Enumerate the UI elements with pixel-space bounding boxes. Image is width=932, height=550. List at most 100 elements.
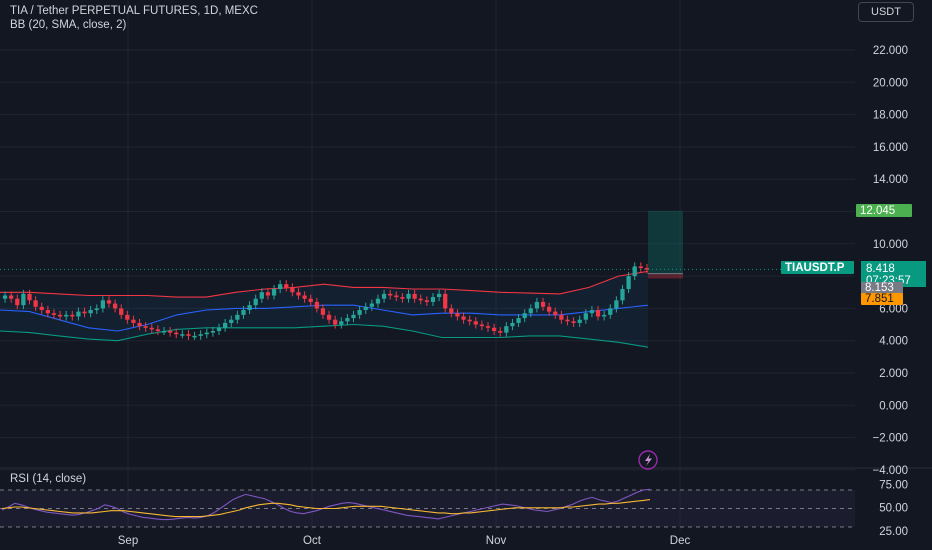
candle-body — [528, 308, 533, 314]
candle-body — [241, 310, 246, 315]
candle-body — [498, 331, 503, 333]
candle-body — [504, 326, 509, 333]
candle-body — [192, 335, 197, 338]
candle-body — [222, 322, 228, 328]
candle-body — [553, 311, 558, 315]
candle-body — [204, 332, 209, 335]
candle-body — [155, 329, 161, 332]
candle-body — [64, 314, 69, 317]
candle-body — [247, 305, 252, 311]
candle-body — [112, 303, 118, 309]
candle-body — [394, 295, 399, 298]
candle-body — [644, 268, 650, 270]
rsi-indicator — [0, 488, 855, 528]
candle-body — [271, 289, 277, 296]
candle-body — [314, 301, 319, 309]
candle-body — [565, 319, 570, 322]
candle-body — [491, 327, 497, 332]
candle-body — [436, 293, 442, 298]
candle-body — [546, 306, 552, 312]
candle-body — [473, 321, 478, 325]
candle-body — [125, 314, 130, 320]
candle-body — [534, 301, 540, 309]
candle-body — [167, 331, 173, 333]
rsi-indicator-title[interactable]: RSI (14, close) — [10, 473, 87, 485]
candle-body — [455, 313, 460, 317]
candle-body — [9, 295, 14, 299]
time-axis[interactable]: Sep Oct Nov Dec — [118, 535, 691, 547]
rsi-ma-line — [1, 499, 651, 518]
candle-body — [614, 300, 619, 309]
candle-body — [479, 324, 485, 327]
candle-body — [296, 292, 301, 296]
symbol-title[interactable]: TIA / Tether PERPETUAL FUTURES, 1D, MEXC — [10, 5, 258, 17]
entry-price-tag-bg — [861, 282, 903, 294]
candle-body — [235, 314, 240, 320]
candle-body — [106, 300, 112, 304]
candle-body — [76, 311, 81, 317]
candle-body — [522, 313, 527, 319]
price-tick-label: 18.000 — [873, 110, 908, 122]
last-price-text: 8.418 — [866, 263, 895, 275]
candle-body — [210, 331, 216, 333]
bb-lower-line — [0, 323, 649, 348]
candle-body — [400, 297, 405, 299]
candle-body — [381, 293, 387, 299]
candle-body — [449, 308, 454, 314]
time-tick-label: Sep — [118, 535, 138, 547]
lightning-icon[interactable] — [638, 450, 658, 470]
currency-button[interactable]: USDT — [858, 2, 914, 22]
price-tick-label: 0.000 — [879, 400, 908, 412]
bb-indicator-title[interactable]: BB (20, SMA, close, 2) — [10, 19, 127, 31]
long-position-tool[interactable] — [0, 210, 855, 279]
candle-body — [443, 293, 448, 309]
price-tick-label: 22.000 — [873, 45, 908, 57]
candle-body — [259, 292, 264, 299]
price-tick-label: 10.000 — [873, 239, 908, 251]
candle-body — [82, 311, 87, 314]
candle-body — [510, 322, 515, 327]
candle-body — [284, 284, 289, 288]
candle-body — [375, 298, 381, 304]
candle-body — [467, 319, 472, 322]
candle-body — [302, 295, 307, 299]
candle-body — [406, 293, 411, 299]
chart-grid — [0, 0, 932, 530]
price-tick-label: 14.000 — [873, 174, 908, 186]
stop-price-tag: 7.851 — [865, 293, 894, 305]
candle-body — [388, 293, 393, 296]
candle-body — [559, 314, 564, 320]
candle-body — [88, 310, 93, 314]
candle-body — [161, 331, 167, 333]
price-tick-label: 6.000 — [879, 303, 908, 315]
rsi-tick-label: 75.00 — [879, 480, 908, 492]
candle-body — [363, 306, 368, 311]
candle-body — [94, 308, 99, 311]
symbol-tag: TIAUSDT.P — [785, 262, 845, 274]
position-loss-zone — [648, 273, 683, 279]
bb-basis-line — [0, 304, 649, 332]
price-tick-label: 4.000 — [879, 336, 908, 348]
candle-body — [143, 326, 148, 328]
candle-body — [229, 319, 234, 323]
candle-body — [339, 321, 344, 325]
candle-body — [198, 334, 203, 336]
rsi-line — [1, 488, 651, 521]
time-tick-label: Nov — [486, 535, 507, 547]
candle-body — [351, 314, 356, 319]
candle-body — [174, 332, 179, 335]
price-tick-label: −2.000 — [873, 433, 909, 445]
candle-body — [45, 310, 50, 314]
candle-body — [638, 266, 643, 269]
candle-body — [100, 300, 106, 309]
candle-body — [149, 327, 154, 330]
candle-body — [357, 310, 362, 315]
price-tick-label: 2.000 — [879, 368, 908, 380]
candle-body — [516, 318, 521, 323]
candle-body — [253, 298, 258, 306]
candle-body — [326, 314, 332, 320]
candle-body — [620, 289, 625, 301]
candle-body — [345, 318, 350, 322]
